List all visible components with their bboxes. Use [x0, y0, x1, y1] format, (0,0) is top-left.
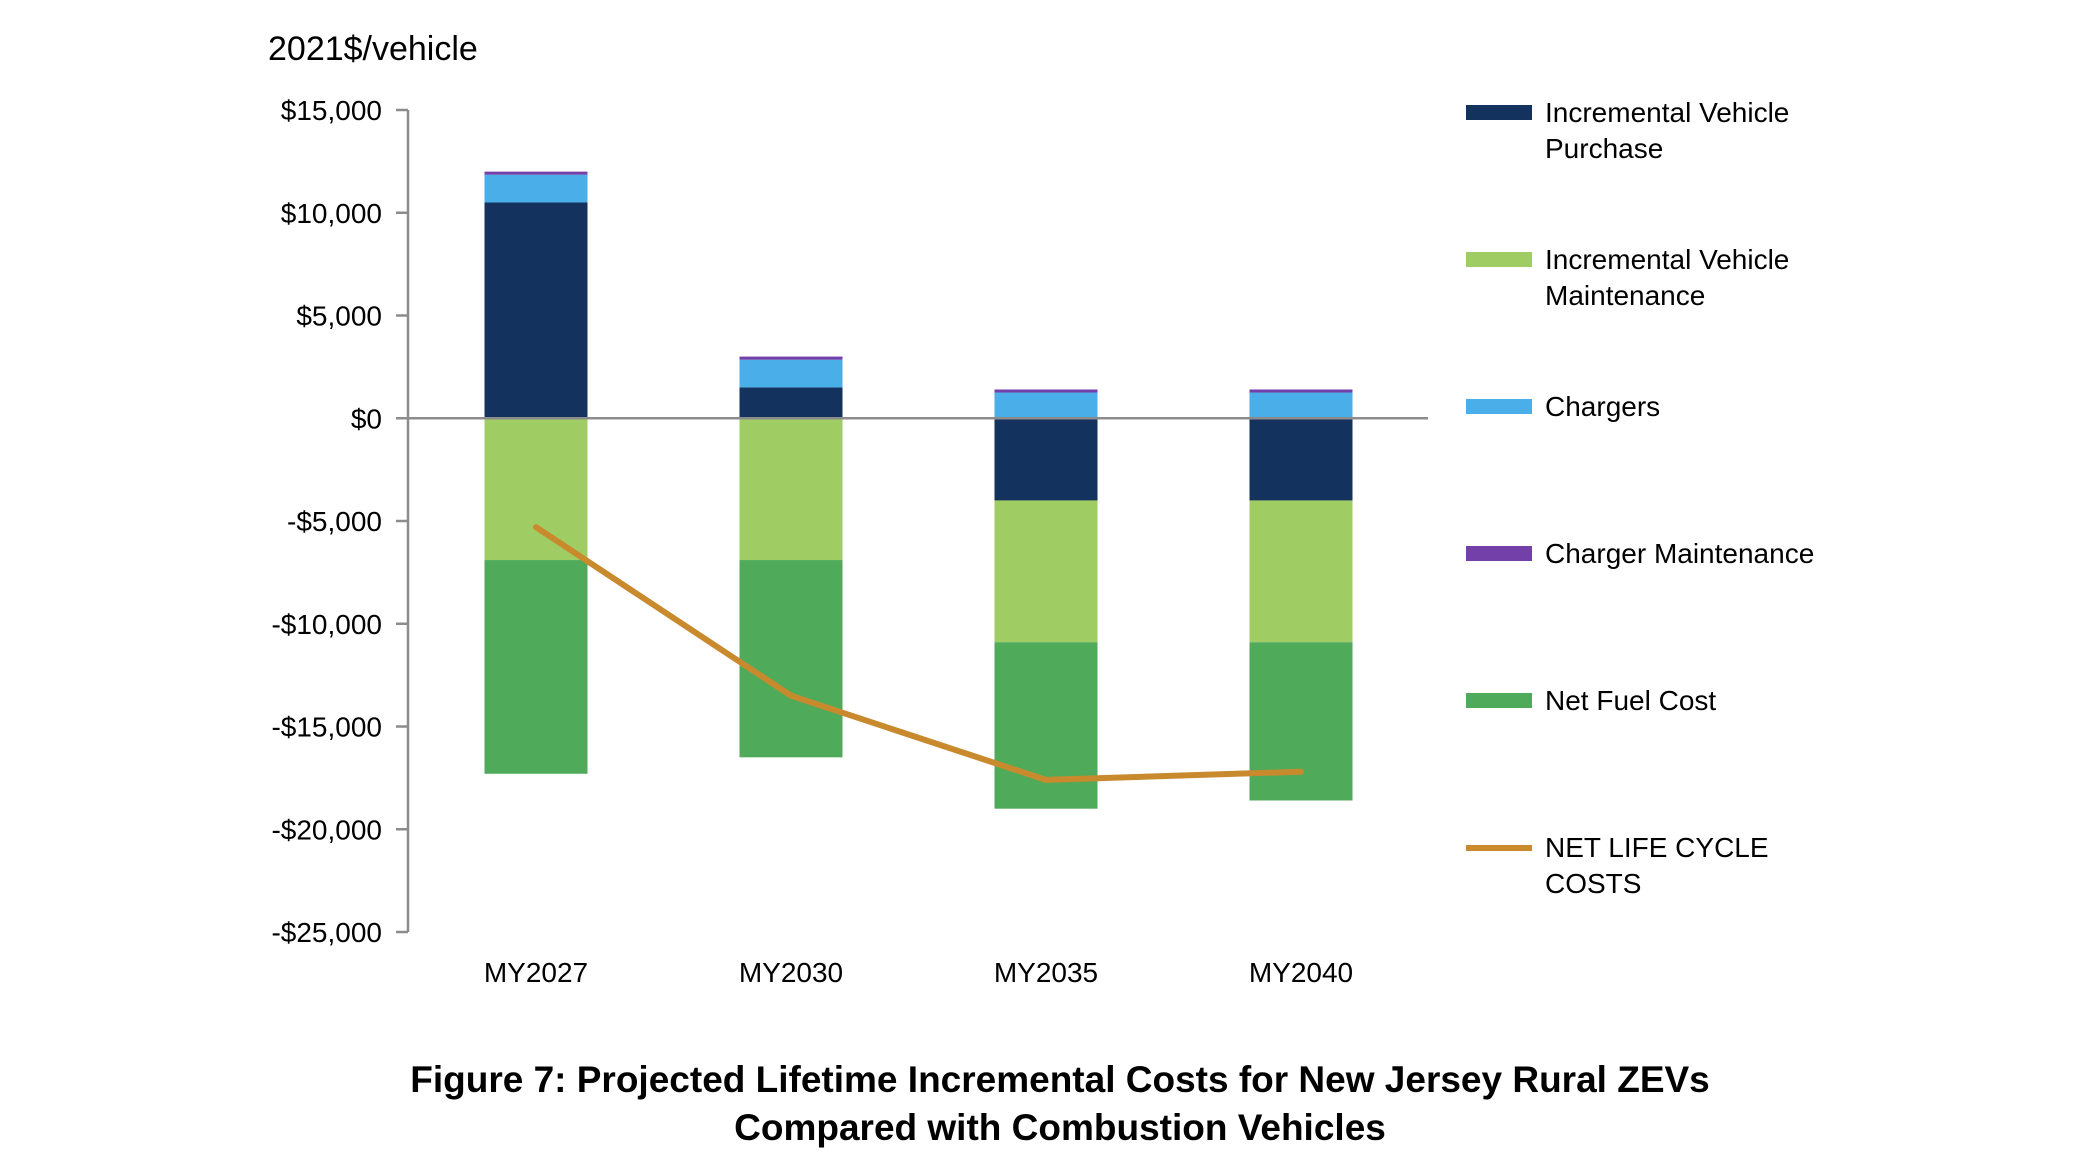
bar-segment [994, 500, 1098, 643]
bar-segment [484, 202, 588, 419]
y-tick-label: $10,000 [281, 198, 382, 229]
y-tick-label: $0 [351, 403, 382, 434]
bar-segment [739, 387, 843, 419]
bars [484, 171, 1353, 809]
net-life-cycle-line [533, 524, 1304, 783]
legend-swatch [1466, 399, 1532, 414]
bar-segment [484, 418, 588, 561]
y-tick-label: $5,000 [296, 301, 382, 332]
y-tick-label: -$5,000 [287, 506, 382, 537]
legend-label: Net Fuel Cost [1545, 685, 1716, 716]
bar-segment [994, 389, 1098, 393]
y-tick-label: $15,000 [281, 95, 382, 126]
y-tick-label: -$20,000 [271, 814, 382, 845]
figure-caption-line-1: Figure 7: Projected Lifetime Incremental… [410, 1059, 1710, 1100]
legend-swatch [1466, 693, 1532, 708]
legend-label: Incremental Vehicle Purchase [1545, 97, 1789, 164]
bar-segment [994, 418, 1098, 501]
x-tick-label: MY2027 [484, 957, 588, 988]
bar-segment [739, 359, 843, 388]
legend-swatch [1466, 546, 1532, 561]
line-point [1043, 776, 1049, 783]
bar-segment [1249, 642, 1353, 801]
x-tick-label: MY2035 [994, 957, 1098, 988]
figure-caption-line-2: Compared with Combustion Vehicles [734, 1107, 1386, 1148]
legend-label: Incremental Vehicle Maintenance [1545, 244, 1789, 311]
bar-segment [1249, 392, 1353, 419]
bar-segment [1249, 500, 1353, 643]
x-tick-label: MY2030 [739, 957, 843, 988]
legend-swatch [1466, 105, 1532, 120]
bar-segment [484, 174, 588, 203]
bar-segment [739, 418, 843, 561]
bar-segment [484, 560, 588, 774]
x-axis: MY2027 MY2030 MY2035 MY2040 [484, 957, 1353, 988]
bar-segment [484, 171, 588, 175]
line-point [533, 524, 539, 531]
series-line [534, 524, 1302, 783]
bar-segment [1249, 389, 1353, 393]
legend: Incremental Vehicle Purchase Incremental V… [1466, 97, 1814, 899]
y-tick-label: -$10,000 [271, 609, 382, 640]
y-axis: $15,000 $10,000 $5,000 $0 -$5,000 -$10,000 -$1… [271, 95, 410, 948]
line-point [1298, 768, 1304, 775]
y-tick-label: -$25,000 [271, 917, 382, 948]
bar-segment [994, 392, 1098, 419]
legend-label: Charger Maintenance [1545, 538, 1814, 569]
bar-segment [739, 560, 843, 758]
legend-label: NET LIFE CYCLE COSTS [1545, 832, 1769, 899]
legend-swatch [1466, 252, 1532, 267]
line-point [788, 692, 794, 699]
bar-segment [1249, 418, 1353, 501]
bar-segment [739, 356, 843, 360]
y-tick-label: -$15,000 [271, 712, 382, 743]
legend-label: Chargers [1545, 391, 1660, 422]
y-unit-label: 2021$/vehicle [268, 30, 478, 68]
x-tick-label: MY2040 [1249, 957, 1353, 988]
bar-segment [994, 642, 1098, 809]
